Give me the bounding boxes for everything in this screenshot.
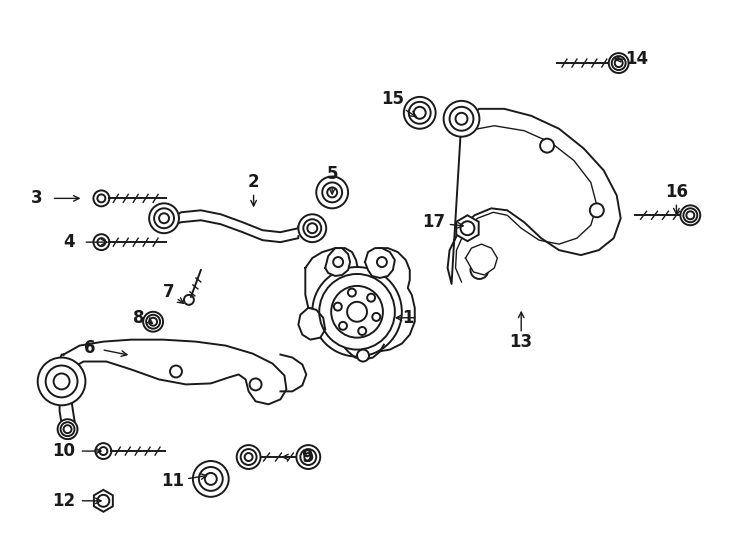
Text: 17: 17 — [422, 213, 446, 231]
Polygon shape — [365, 248, 395, 278]
Circle shape — [143, 312, 163, 332]
Text: 1: 1 — [402, 309, 413, 327]
Circle shape — [98, 238, 106, 246]
Polygon shape — [325, 248, 350, 276]
Circle shape — [170, 366, 182, 377]
Circle shape — [608, 53, 628, 73]
Circle shape — [99, 447, 107, 455]
Circle shape — [404, 97, 436, 129]
Polygon shape — [298, 308, 325, 340]
Circle shape — [316, 177, 348, 208]
Circle shape — [298, 214, 326, 242]
Polygon shape — [94, 490, 113, 512]
Text: 6: 6 — [84, 339, 95, 356]
Polygon shape — [178, 210, 298, 242]
Circle shape — [470, 261, 488, 279]
Circle shape — [93, 234, 109, 250]
Circle shape — [37, 357, 85, 406]
Text: 15: 15 — [382, 90, 404, 108]
Circle shape — [334, 302, 342, 310]
Circle shape — [193, 461, 229, 497]
Circle shape — [322, 183, 342, 202]
Circle shape — [367, 294, 375, 302]
Circle shape — [327, 187, 337, 198]
Circle shape — [297, 445, 320, 469]
Circle shape — [443, 101, 479, 137]
Text: 9: 9 — [302, 448, 313, 466]
Text: 2: 2 — [248, 173, 259, 192]
Circle shape — [540, 139, 554, 153]
Circle shape — [357, 349, 369, 361]
Polygon shape — [59, 340, 286, 439]
Circle shape — [149, 318, 157, 326]
Circle shape — [98, 194, 106, 202]
Circle shape — [372, 313, 380, 321]
Circle shape — [347, 302, 367, 322]
Circle shape — [149, 204, 179, 233]
Circle shape — [236, 445, 261, 469]
Circle shape — [305, 453, 312, 461]
Text: 7: 7 — [163, 283, 175, 301]
Circle shape — [154, 208, 174, 228]
Text: 8: 8 — [134, 309, 145, 327]
Circle shape — [312, 267, 401, 356]
Polygon shape — [305, 248, 415, 352]
Circle shape — [308, 223, 317, 233]
Circle shape — [377, 257, 387, 267]
Text: 10: 10 — [52, 442, 75, 460]
Circle shape — [333, 257, 343, 267]
Circle shape — [250, 379, 261, 390]
Circle shape — [409, 102, 431, 124]
Polygon shape — [448, 109, 621, 284]
Circle shape — [611, 56, 625, 70]
Text: 11: 11 — [161, 472, 184, 490]
Circle shape — [57, 419, 78, 439]
Text: 3: 3 — [31, 190, 43, 207]
Circle shape — [414, 107, 426, 119]
Text: 16: 16 — [665, 184, 688, 201]
Circle shape — [590, 204, 604, 217]
Circle shape — [61, 422, 75, 436]
Text: 4: 4 — [64, 233, 76, 251]
Circle shape — [93, 191, 109, 206]
Text: 5: 5 — [327, 165, 338, 184]
Circle shape — [686, 211, 694, 219]
Circle shape — [95, 443, 112, 459]
Circle shape — [205, 473, 217, 485]
Circle shape — [358, 327, 366, 335]
Polygon shape — [465, 244, 498, 275]
Circle shape — [64, 425, 71, 433]
Circle shape — [456, 113, 468, 125]
Circle shape — [244, 453, 252, 461]
Circle shape — [159, 213, 169, 223]
Circle shape — [339, 322, 347, 330]
Circle shape — [348, 288, 356, 296]
Text: 12: 12 — [52, 492, 75, 510]
Text: 13: 13 — [509, 333, 533, 350]
Circle shape — [683, 208, 697, 222]
Text: 14: 14 — [625, 50, 648, 68]
Circle shape — [449, 107, 473, 131]
Circle shape — [46, 366, 78, 397]
Circle shape — [460, 221, 474, 235]
Circle shape — [303, 219, 321, 237]
Circle shape — [98, 495, 109, 507]
Polygon shape — [457, 215, 479, 241]
Circle shape — [199, 467, 222, 491]
Circle shape — [319, 274, 395, 349]
Circle shape — [300, 449, 316, 465]
Circle shape — [680, 205, 700, 225]
Circle shape — [146, 315, 160, 329]
Circle shape — [331, 286, 383, 338]
Circle shape — [614, 59, 622, 67]
Circle shape — [54, 374, 70, 389]
Circle shape — [241, 449, 257, 465]
Circle shape — [184, 295, 194, 305]
